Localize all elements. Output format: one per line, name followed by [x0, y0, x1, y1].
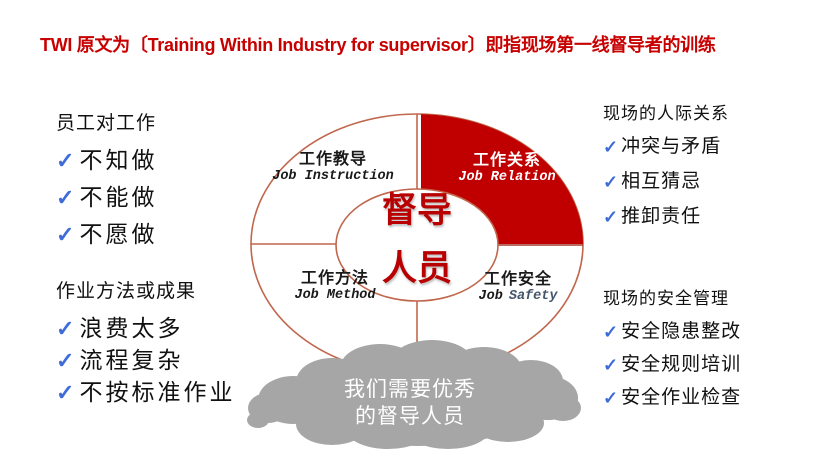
list-item-label: 冲突与矛盾 [621, 136, 722, 157]
list-item-label: 安全规则培训 [621, 354, 742, 375]
quadrant-en: Job Method [294, 288, 376, 304]
list-item-label: 不知做 [79, 148, 158, 173]
list-item-label: 不愿做 [79, 222, 158, 247]
quadrant-zh: 工作安全 [483, 271, 552, 288]
list-item: ✓ 安全隐患整改 [603, 320, 741, 343]
quadrant-en: Job Relation [458, 170, 556, 186]
quadrant-en: Job Safety [423, 289, 613, 305]
list-item: ✓ 安全作业检查 [603, 386, 741, 409]
quadrant-en-accent-word: Safety [508, 289, 558, 305]
donut-highlight-quadrant [421, 114, 583, 244]
list-item-label: 浪费太多 [79, 316, 184, 341]
check-icon: ✓ [603, 354, 620, 375]
panel-employee-vs-work: 员工对工作 ✓ 不知做 ✓ 不能做 ✓ 不愿做 [56, 108, 157, 258]
panel-heading: 作业方法或成果 [56, 281, 197, 302]
list-item: ✓ 安全规则培训 [603, 353, 741, 376]
quadrant-zh: 工作方法 [300, 270, 369, 287]
donut-inner-ellipse [335, 188, 499, 302]
check-icon: ✓ [56, 185, 78, 210]
check-icon: ✓ [56, 148, 78, 173]
list-item: ✓ 不能做 [56, 184, 157, 212]
panel-heading: 现场的安全管理 [603, 289, 729, 308]
list-item-label: 推卸责任 [621, 206, 702, 227]
list-item-label: 安全隐患整改 [621, 321, 742, 342]
cloud-caption-line1: 我们需要优秀 [344, 377, 476, 401]
check-icon: ✓ [603, 387, 620, 408]
list-item-label: 不按标准作业 [79, 380, 236, 405]
list-item: ✓ 不按标准作业 [56, 379, 235, 407]
list-item: ✓ 不愿做 [56, 221, 157, 249]
check-icon: ✓ [56, 348, 78, 373]
check-icon: ✓ [603, 206, 620, 227]
check-icon: ✓ [56, 380, 78, 405]
panel-interpersonal-relations: 现场的人际关系 ✓ 冲突与矛盾 ✓ 相互猜忌 ✓ 推卸责任 [603, 99, 729, 240]
list-item-label: 相互猜忌 [621, 171, 702, 192]
slide-title: TWI 原文为〔Training Within Industry for sup… [40, 35, 716, 55]
quadrant-label-job-relation: 工作关系 Job Relation [412, 152, 602, 186]
list-item: ✓ 相互猜忌 [603, 170, 729, 193]
list-item: ✓ 推卸责任 [603, 205, 729, 228]
list-item-label: 不能做 [79, 185, 158, 210]
hub-title-line1: 督导 [381, 191, 452, 230]
list-item-label: 流程复杂 [79, 348, 184, 373]
quadrant-en-word: Job [478, 289, 503, 305]
panel-work-method-results: 作业方法或成果 ✓ 浪费太多 ✓ 流程复杂 ✓ 不按标准作业 [56, 276, 235, 411]
check-icon: ✓ [603, 136, 620, 157]
cloud-shape [247, 340, 581, 449]
check-icon: ✓ [603, 321, 620, 342]
quadrant-label-job-method: 工作方法 Job Method [240, 270, 430, 304]
hub-title-line2: 人员 [381, 249, 452, 288]
check-icon: ✓ [56, 222, 78, 247]
quadrant-label-job-safety: 工作安全 Job Safety [423, 271, 613, 305]
quadrant-label-job-instruction: 工作教导 Job Instruction [238, 151, 428, 185]
check-icon: ✓ [603, 171, 620, 192]
quadrant-zh: 工作关系 [472, 152, 541, 169]
quadrant-zh: 工作教导 [298, 151, 367, 168]
list-item: ✓ 浪费太多 [56, 315, 235, 343]
list-item: ✓ 不知做 [56, 147, 157, 175]
check-icon: ✓ [56, 316, 78, 341]
list-item-label: 安全作业检查 [621, 387, 742, 408]
list-item: ✓ 冲突与矛盾 [603, 135, 729, 158]
panel-heading: 员工对工作 [56, 113, 157, 134]
quadrant-en: Job Instruction [272, 169, 394, 185]
list-item: ✓ 流程复杂 [56, 347, 235, 375]
cloud-caption: 我们需要优秀 的督导人员 [295, 376, 525, 430]
panel-heading: 现场的人际关系 [603, 104, 729, 123]
cloud-caption-line2: 的督导人员 [355, 404, 465, 428]
panel-site-safety-management: 现场的安全管理 ✓ 安全隐患整改 ✓ 安全规则培训 ✓ 安全作业检查 [603, 284, 741, 419]
